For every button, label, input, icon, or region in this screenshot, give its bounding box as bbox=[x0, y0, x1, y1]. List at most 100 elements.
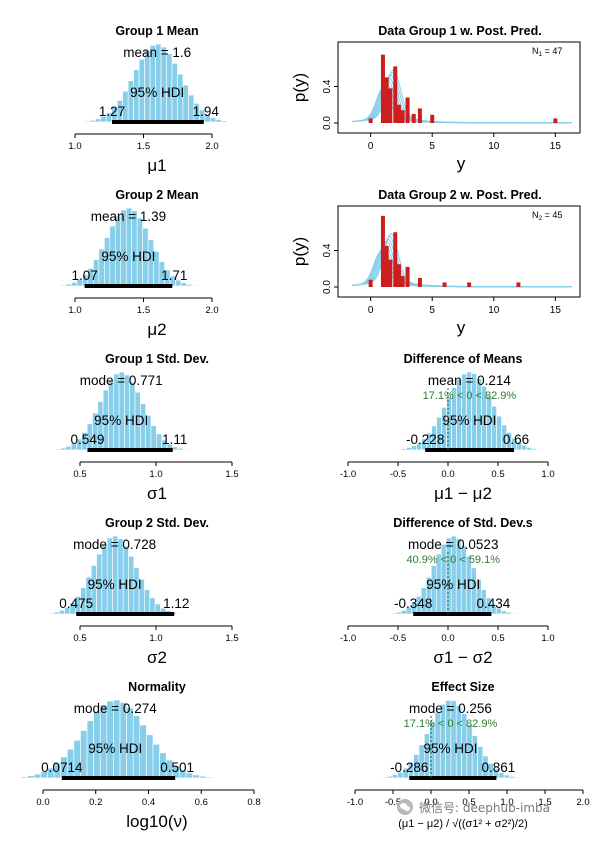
x-tick-label: 2.0 bbox=[576, 797, 589, 808]
panel-diff-means: Difference of Means mean = 0.214 95% HDI -0… bbox=[340, 352, 555, 503]
hdi-high-label: 0.861 bbox=[482, 760, 516, 775]
histogram-bar bbox=[146, 734, 154, 779]
histogram-bar bbox=[152, 744, 160, 779]
histogram-bar bbox=[60, 447, 67, 451]
histogram-bar bbox=[396, 448, 402, 451]
hdi-label: 95% HDI bbox=[101, 249, 155, 264]
hdi-label: 95% HDI bbox=[88, 741, 142, 756]
x-tick-label: 0.2 bbox=[89, 797, 102, 808]
hdi-label: 95% HDI bbox=[426, 577, 480, 592]
histogram-bar bbox=[177, 448, 184, 451]
histogram-bar bbox=[226, 121, 233, 123]
histogram-bar bbox=[48, 612, 55, 615]
y-tick-label: 0.4 bbox=[322, 243, 333, 257]
histogram-bar bbox=[150, 425, 157, 451]
wechat-icon bbox=[397, 799, 413, 815]
hdi-low-label: -0.286 bbox=[390, 760, 428, 775]
histogram-bar bbox=[20, 776, 29, 779]
central-tendency-label: mode = 0.728 bbox=[73, 537, 156, 552]
x-tick-label: 1.0 bbox=[541, 469, 554, 480]
hdi-low-label: 0.475 bbox=[59, 596, 93, 611]
x-tick-label: 1.0 bbox=[68, 141, 81, 152]
histogram-bar bbox=[180, 282, 187, 287]
histogram-bar bbox=[33, 773, 42, 779]
x-tick-label: 1.0 bbox=[68, 305, 81, 316]
x-tick-label: 1.5 bbox=[225, 469, 238, 480]
central-tendency-label: mean = 1.6 bbox=[123, 45, 191, 60]
histogram-bar bbox=[526, 447, 532, 451]
central-tendency-label: mode = 0.256 bbox=[409, 701, 492, 716]
x-tick-label: -1.0 bbox=[340, 469, 356, 480]
histogram-bar bbox=[14, 777, 22, 779]
posterior-predictive-curve bbox=[352, 232, 572, 288]
histogram-bar bbox=[215, 119, 222, 123]
panel-title: Effect Size bbox=[431, 680, 494, 694]
central-tendency-label: mean = 1.39 bbox=[91, 209, 166, 224]
panel-title: Data Group 2 w. Post. Pred. bbox=[378, 188, 541, 202]
hdi-label: 95% HDI bbox=[442, 413, 496, 428]
x-tick-label: 0.0 bbox=[424, 797, 437, 808]
x-tick-label: 1.0 bbox=[541, 633, 554, 644]
histogram-bar bbox=[60, 284, 67, 287]
histogram-bar bbox=[406, 447, 412, 451]
hdi-high-label: 0.501 bbox=[160, 760, 194, 775]
x-tick-label: -0.5 bbox=[390, 633, 406, 644]
x-tick-label: 0.0 bbox=[441, 469, 454, 480]
histogram-bar bbox=[500, 610, 507, 615]
histogram-bar bbox=[171, 446, 178, 451]
histogram-bar bbox=[514, 776, 521, 779]
x-tick-label: -1.0 bbox=[347, 797, 363, 808]
panel-title: Difference of Std. Dev.s bbox=[393, 516, 532, 530]
histogram-bar bbox=[149, 597, 156, 615]
histogram-bar bbox=[54, 448, 61, 451]
histogram-bar bbox=[509, 776, 516, 779]
hdi-high-label: 0.66 bbox=[503, 432, 529, 447]
histogram-bar bbox=[401, 448, 407, 451]
histogram-bar bbox=[156, 433, 162, 451]
histogram-bar bbox=[496, 415, 502, 451]
histogram-bar bbox=[27, 775, 35, 779]
panel-group1-sd: Group 1 Std. Dev. mode = 0.771 95% HDI 0.54… bbox=[54, 352, 239, 503]
x-axis-label: y bbox=[457, 154, 466, 173]
hdi-high-label: 1.12 bbox=[163, 596, 189, 611]
x-tick-label: -0.5 bbox=[385, 797, 401, 808]
panel-title: Group 2 Std. Dev. bbox=[105, 516, 209, 530]
histogram-bar bbox=[84, 120, 91, 123]
hdi-label: 95% HDI bbox=[94, 413, 148, 428]
posterior-predictive-curve bbox=[352, 69, 572, 124]
x-axis-label: log10(ν) bbox=[126, 812, 187, 831]
x-tick-label: 0.0 bbox=[441, 633, 454, 644]
hdi-low-label: 0.0714 bbox=[41, 760, 83, 775]
central-tendency-label: mean = 0.214 bbox=[428, 373, 511, 388]
hdi-high-label: 1.94 bbox=[193, 104, 220, 119]
histogram-bar bbox=[536, 448, 542, 451]
sample-size-label: N1 = 47 bbox=[532, 46, 562, 58]
histogram-bar bbox=[531, 448, 537, 451]
x-axis-label: σ1 bbox=[147, 484, 167, 503]
hdi-low-label: -0.228 bbox=[406, 432, 444, 447]
panel-data-group-1: Data Group 1 w. Post. Pred. 0 5 10 15 0.0 0.4 y… bbox=[290, 24, 581, 173]
panel-title: Data Group 1 w. Post. Pred. bbox=[378, 24, 541, 38]
x-tick-label: 10 bbox=[488, 305, 500, 316]
y-axis-label: p(y) bbox=[290, 73, 309, 102]
histogram-bar bbox=[176, 612, 182, 615]
x-tick-label: 2.0 bbox=[205, 141, 218, 152]
x-tick-label: 2.0 bbox=[205, 305, 218, 316]
plot-frame bbox=[337, 205, 581, 298]
x-axis-label: y bbox=[457, 318, 466, 337]
x-tick-label: 1.0 bbox=[500, 797, 513, 808]
x-tick-label: 15 bbox=[550, 305, 562, 316]
histogram-bar bbox=[89, 120, 96, 123]
x-tick-label: 0.5 bbox=[491, 469, 504, 480]
x-tick-label: -0.5 bbox=[390, 469, 406, 480]
comparison-label: 17.1% < 0 < 82.9% bbox=[423, 390, 517, 402]
panel-group2-sd: Group 2 Std. Dev. mode = 0.728 95% HDI 0.47… bbox=[48, 516, 239, 667]
x-tick-label: 0.5 bbox=[462, 797, 475, 808]
panel-diff-sds: Difference of Std. Dev.s mode = 0.0523 95%… bbox=[340, 516, 555, 667]
x-tick-label: 0 bbox=[368, 141, 374, 152]
hdi-low-label: 0.549 bbox=[71, 432, 105, 447]
panel-title: Group 1 Std. Dev. bbox=[105, 352, 209, 366]
histogram-bar bbox=[392, 774, 399, 779]
x-axis-label: (μ1 − μ2) / √((σ1² + σ2²)/2) bbox=[398, 818, 527, 830]
histogram-bar bbox=[381, 776, 388, 779]
